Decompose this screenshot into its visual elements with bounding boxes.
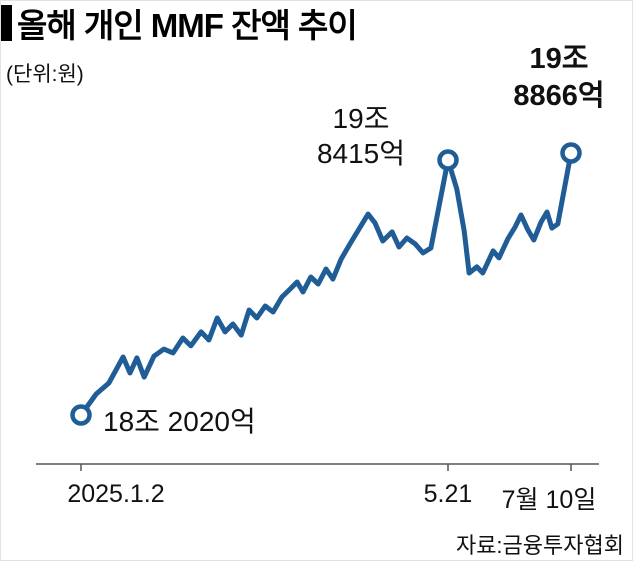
mmf-trend-line: [78, 150, 574, 418]
data-point-marker: [437, 149, 459, 171]
x-axis-tick-label-end: 7월 10일: [501, 486, 597, 514]
annotation-end-line1: 19조: [529, 43, 589, 75]
annotation-peak-value: 19조 8415억: [293, 101, 429, 171]
annotation-end-value: 19조 8866억: [491, 41, 627, 115]
unit-label: (단위:원): [6, 63, 84, 86]
x-axis-tick-label-mid: 5.21: [423, 480, 473, 508]
x-axis-tick-label-start: 2025.1.2: [67, 480, 165, 508]
annotation-end-line2: 8866억: [513, 80, 605, 112]
annotation-peak-line2: 8415억: [316, 138, 406, 169]
annotation-start-value: 18조 2020억: [103, 406, 256, 437]
data-point-marker: [560, 142, 582, 164]
annotation-peak-line1: 19조: [332, 103, 390, 134]
source-credit: 자료:금융투자협회: [455, 533, 624, 558]
chart-title: 올해 개인 MMF 잔액 추이: [17, 7, 358, 44]
title-accent-bar: [1, 5, 12, 41]
data-point-marker: [70, 404, 92, 426]
